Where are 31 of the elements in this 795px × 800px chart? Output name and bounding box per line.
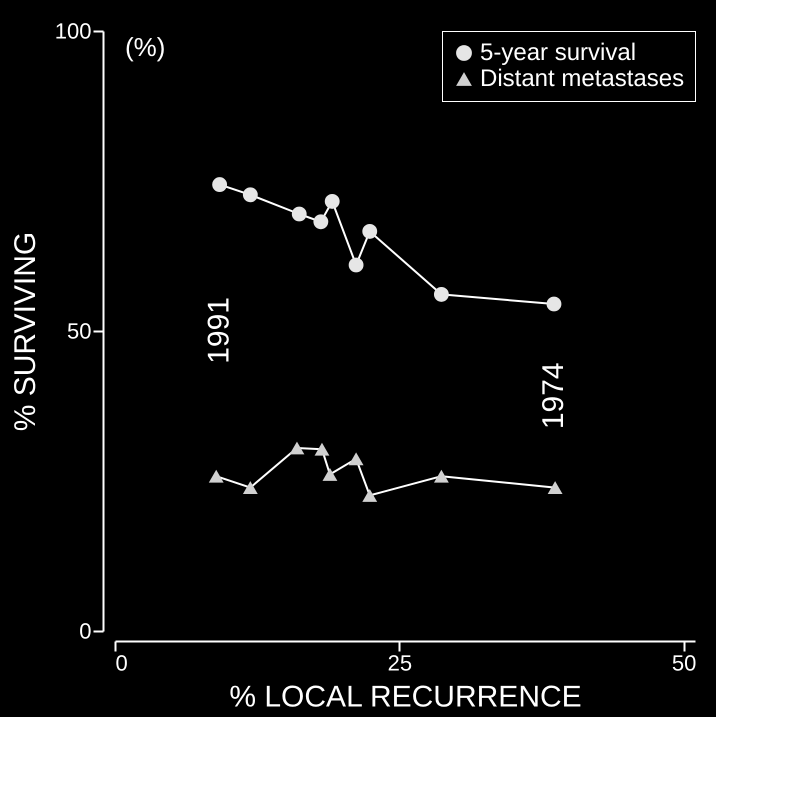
point — [313, 214, 328, 230]
x-tick-label: 25 — [388, 650, 412, 676]
point — [548, 481, 563, 494]
x-tick-label: 0 — [116, 650, 128, 676]
point — [434, 470, 449, 483]
annotation: (%) — [125, 32, 166, 62]
legend-label: 5-year survival — [480, 39, 636, 66]
y-tick-label: 50 — [67, 318, 92, 344]
x-axis-title: % LOCAL RECURRENCE — [229, 680, 582, 714]
point — [348, 452, 364, 466]
y-axis-title: % SURVIVING — [8, 232, 42, 432]
point — [242, 187, 258, 202]
legend-label: Distant metastases — [480, 65, 684, 92]
point — [292, 206, 307, 222]
point — [324, 194, 340, 209]
y-tick-label: 0 — [79, 618, 92, 644]
point — [242, 481, 258, 494]
point — [314, 442, 330, 456]
point — [322, 468, 338, 481]
point — [362, 488, 378, 502]
point — [434, 287, 449, 302]
point — [208, 470, 224, 483]
y-tick-label: 100 — [54, 18, 92, 44]
point — [362, 224, 378, 239]
point — [212, 177, 228, 192]
point — [546, 296, 562, 312]
x-tick-label: 50 — [672, 650, 696, 676]
point — [348, 258, 364, 272]
annotation: 1991 — [202, 297, 236, 364]
point — [290, 442, 304, 454]
annotation: 1974 — [536, 362, 570, 430]
